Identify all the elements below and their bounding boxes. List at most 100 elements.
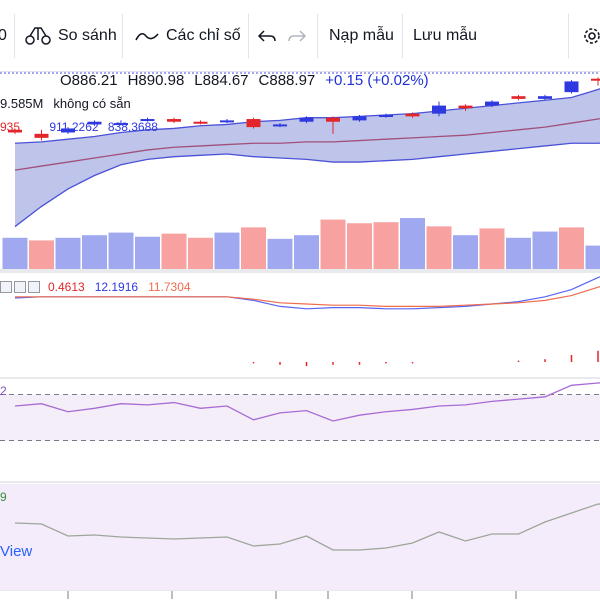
candles xyxy=(8,77,600,141)
bb-value-1: 935 xyxy=(0,120,21,134)
volume-bar xyxy=(2,237,28,269)
bb-upper-line xyxy=(14,88,600,144)
volume-value: 9.585M xyxy=(0,96,44,111)
volume-bar xyxy=(373,222,399,269)
indicators-button[interactable]: Các chỉ số xyxy=(134,20,241,52)
candle-body xyxy=(432,105,446,114)
candle-body xyxy=(405,113,420,117)
candle-body xyxy=(167,119,181,122)
stoch-pane xyxy=(0,484,600,599)
volume-bar xyxy=(135,236,160,269)
toolbar-separator xyxy=(402,14,403,58)
pane-close-icon[interactable] xyxy=(28,281,40,293)
macd-pane xyxy=(14,276,600,367)
candle-body xyxy=(61,128,75,133)
macd-legend: 0.4613 12.1916 11.7304 xyxy=(0,280,191,294)
stoch-bg xyxy=(0,484,600,590)
toolbar-separator xyxy=(14,14,15,58)
toolbar-separator xyxy=(568,14,569,58)
view-link[interactable]: View xyxy=(0,543,33,560)
volume-bar xyxy=(294,235,319,269)
volume-bar xyxy=(241,227,266,269)
signal-line xyxy=(15,286,600,307)
volume-bar xyxy=(426,226,452,269)
bollinger-bands xyxy=(0,72,600,228)
candle-body xyxy=(564,81,579,93)
settings-button[interactable] xyxy=(580,20,600,52)
volume-bar xyxy=(532,231,558,269)
candle-body xyxy=(299,117,314,122)
compare-label: So sánh xyxy=(58,27,117,44)
bb-fill xyxy=(15,88,600,227)
bb-legend: 935 911.2262 838.3688 xyxy=(0,120,158,134)
candle-body xyxy=(220,120,234,123)
candle-body xyxy=(273,124,287,127)
macd-value-3: 11.7304 xyxy=(148,280,191,294)
candle-body xyxy=(34,133,49,138)
rsi-line xyxy=(14,382,600,422)
volume-bar xyxy=(161,233,187,269)
bb-mid-line xyxy=(14,118,600,171)
candle-body xyxy=(87,121,102,125)
volume-bar xyxy=(188,237,213,269)
macd-value-1: 0.4613 xyxy=(48,280,85,294)
rsi-legend: 2 xyxy=(0,384,7,398)
compare-button[interactable]: So sánh xyxy=(24,20,117,52)
volume-bar xyxy=(453,235,478,269)
volume-bar xyxy=(585,245,600,269)
toolbar-separator xyxy=(122,14,123,58)
bb-value-3: 838.3688 xyxy=(107,120,158,134)
stoch-legend: 9 xyxy=(0,490,7,504)
volume-bar xyxy=(214,232,240,269)
low-value: 884.67 xyxy=(202,72,249,89)
candle-body xyxy=(379,115,393,118)
candle-body xyxy=(538,96,552,99)
redo-icon xyxy=(288,30,307,42)
candle-body xyxy=(591,78,600,81)
bb-lower-line xyxy=(14,142,600,228)
volume-bar xyxy=(506,237,531,269)
candle-body xyxy=(458,105,473,109)
high-value: 890.98 xyxy=(138,72,185,89)
toolbar-separator xyxy=(317,14,318,58)
open-label: O xyxy=(60,72,72,89)
close-value: 888.97 xyxy=(269,72,316,89)
bb-value-2: 911.2262 xyxy=(49,120,99,134)
volume-bar xyxy=(29,240,54,269)
volume-note: không có sẵn xyxy=(53,96,131,111)
compare-icon xyxy=(25,27,51,45)
undo-button[interactable] xyxy=(256,20,278,52)
price-chart[interactable] xyxy=(0,72,600,600)
candle-body xyxy=(114,123,128,126)
redo-button[interactable] xyxy=(286,20,308,52)
rsi-pane xyxy=(0,382,600,441)
undo-icon xyxy=(257,30,276,42)
change-value: +0.15 (+0.02%) xyxy=(325,72,429,89)
top-toolbar: 0 So sánh Các chỉ số Nạp mẫu Lưu mẫu xyxy=(0,0,600,72)
volume-bars xyxy=(2,218,600,269)
volume-bar xyxy=(108,232,134,269)
toolbar-partial-item[interactable]: 0 xyxy=(0,27,7,44)
candle-body xyxy=(140,119,155,122)
volume-bar xyxy=(320,219,346,269)
volume-bar xyxy=(479,228,505,269)
toolbar-separator xyxy=(248,14,249,58)
ohlc-legend: O886.21 H890.98 L884.67 C888.97 +0.15 (+… xyxy=(60,72,429,92)
candle-body xyxy=(511,96,526,99)
save-template-button[interactable]: Lưu mẫu xyxy=(413,20,477,52)
pane-eye-icon[interactable] xyxy=(0,281,12,293)
load-template-button[interactable]: Nạp mẫu xyxy=(329,20,394,52)
indicators-label: Các chỉ số xyxy=(166,27,241,44)
volume-bar xyxy=(559,227,584,269)
load-template-label: Nạp mẫu xyxy=(329,27,394,44)
volume-legend: 9.585M không có sẵn xyxy=(0,96,131,111)
open-value: 886.21 xyxy=(71,72,118,89)
low-label: L xyxy=(194,72,203,89)
candle-body xyxy=(8,129,22,133)
high-label: H xyxy=(127,72,139,89)
stoch-line xyxy=(14,503,600,551)
volume-bar xyxy=(400,218,425,269)
candle-body xyxy=(193,121,208,124)
candle-body xyxy=(246,119,261,128)
pane-settings-icon[interactable] xyxy=(14,281,26,293)
